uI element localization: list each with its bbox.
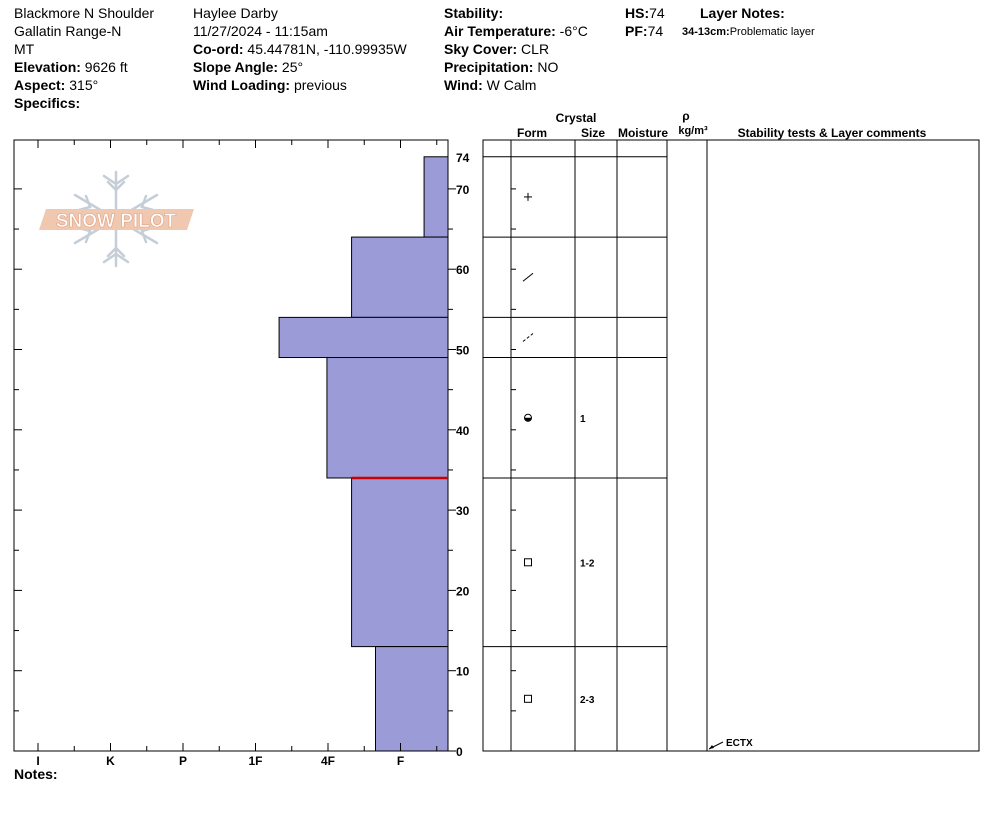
sky-cover-label: Sky Cover: <box>444 41 518 57</box>
stability-field: Stability: <box>444 4 503 22</box>
square-outline <box>524 558 532 567</box>
crystal-size-label: 2-3 <box>580 695 595 706</box>
crystal-form-dashslash-icon <box>522 333 534 342</box>
precip-field: Precipitation: NO <box>444 58 558 76</box>
y-tick-label: 70 <box>456 183 470 197</box>
form-header: Form <box>517 126 547 140</box>
density-unit-header: kg/m³ <box>678 125 708 137</box>
y-tick-label: 30 <box>456 504 470 518</box>
crystal-form-round-icon <box>524 413 532 422</box>
wind-label: Wind: <box>444 77 483 93</box>
y-tick-label: 60 <box>456 263 470 277</box>
crystal-form-square-icon <box>524 694 532 703</box>
snowpilot-logo: SNOW PILOT <box>39 170 194 268</box>
x-tick-label: K <box>106 754 115 768</box>
hardness-bar-3 <box>326 357 449 479</box>
hs-value: 74 <box>649 5 665 21</box>
aspect-label: Aspect: <box>14 77 66 93</box>
slope-field: Slope Angle: 25° <box>193 58 303 76</box>
precip-value: NO <box>533 59 559 75</box>
location-name: Blackmore N Shoulder <box>14 5 155 21</box>
sky-cover-value: CLR <box>517 41 550 57</box>
layer-notes-field: Layer Notes: <box>700 4 785 22</box>
layer-note-depth: 34-13cm: <box>682 26 730 38</box>
hardness-bar-1 <box>351 236 449 318</box>
wind-value: W Calm <box>482 77 537 93</box>
wind-field: Wind: W Calm <box>444 76 536 94</box>
logo-text: SNOW PILOT <box>56 211 177 232</box>
stability-test-label: ECTX <box>726 738 753 749</box>
x-tick-label: 1F <box>248 754 262 768</box>
slope-label: Slope Angle: <box>193 59 279 75</box>
observation-datetime: 11/27/2024 - 11:15am <box>193 23 328 39</box>
range-name: Gallatin Range-N <box>14 23 122 39</box>
crystal-form-square-icon <box>524 558 532 567</box>
logo-banner <box>39 209 194 230</box>
coord-label: Co-ord: <box>193 41 244 57</box>
air-temp-label: Air Temperature: <box>444 23 556 39</box>
y-tick-label: 50 <box>456 344 470 358</box>
round-fill <box>524 417 532 422</box>
observer-name: Haylee Darby <box>193 5 278 21</box>
hardness-bar-4 <box>351 477 449 648</box>
hs-field: HS:74 <box>625 4 665 22</box>
moisture-header: Moisture <box>618 126 668 140</box>
pf-value: 74 <box>647 23 664 39</box>
hs-label: HS: <box>625 5 650 21</box>
density-symbol-header: ρ <box>682 109 689 123</box>
y-tick-label: 40 <box>456 424 470 438</box>
elevation-value: 9626 ft <box>80 59 128 75</box>
table-column-dividers <box>510 140 708 751</box>
crystal-form-slash-icon <box>522 272 534 282</box>
dashslash-stroke <box>522 333 534 342</box>
wind-loading-field: Wind Loading: previous <box>193 76 347 94</box>
crystal-form-plus-icon <box>524 192 532 201</box>
y-tick-label: 20 <box>456 584 470 598</box>
x-tick-label: 4F <box>321 754 335 768</box>
hardness-bar-0 <box>423 156 449 238</box>
coord-value: 45.44781N, -110.99935W <box>243 41 407 57</box>
layer-table-frame <box>482 139 980 752</box>
elevation-label: Elevation: <box>14 59 81 75</box>
stability-label: Stability: <box>444 5 504 21</box>
wind-loading-label: Wind Loading: <box>193 77 291 93</box>
pf-label: PF: <box>625 23 648 39</box>
stability-comments-header: Stability tests & Layer comments <box>738 126 927 140</box>
y-tick-label: 10 <box>456 665 470 679</box>
state-name: MT <box>14 41 35 57</box>
coord-field: Co-ord: 45.44781N, -110.99935W <box>193 40 407 58</box>
y-tick-label: 0 <box>456 745 463 759</box>
hardness-bar-5 <box>375 646 449 752</box>
air-temp-field: Air Temperature: -6°C <box>444 22 588 40</box>
crystal-size-label: 1 <box>580 414 586 425</box>
slope-value: 25° <box>278 59 304 75</box>
layer-note-text: Problematic layer <box>729 26 815 38</box>
precip-label: Precipitation: <box>444 59 534 75</box>
air-temp-value: -6°C <box>555 23 588 39</box>
pf-field: PF:74 <box>625 22 663 40</box>
elevation-field: Elevation: 9626 ft <box>14 58 128 76</box>
crystal-header: Crystal <box>556 111 597 125</box>
y-tick-label: 74 <box>456 151 470 165</box>
specifics-label: Specifics: <box>14 95 81 111</box>
specifics-field: Specifics: <box>14 94 80 112</box>
x-tick-label: I <box>36 754 39 768</box>
x-tick-label: P <box>179 754 187 768</box>
notes-label: Notes: <box>14 766 58 782</box>
wind-loading-value: previous <box>290 77 347 93</box>
slash-stroke <box>522 272 534 282</box>
x-tick-label: F <box>397 754 404 768</box>
aspect-value: 315° <box>65 77 99 93</box>
crystal-size-label: 1-2 <box>580 558 595 569</box>
sky-cover-field: Sky Cover: CLR <box>444 40 549 58</box>
size-header: Size <box>581 126 605 140</box>
aspect-field: Aspect: 315° <box>14 76 98 94</box>
hardness-bar-2 <box>278 316 449 359</box>
layer-notes-label: Layer Notes: <box>700 5 785 21</box>
square-outline <box>524 694 532 703</box>
layer-note-entry: 34-13cm:Problematic layer <box>682 23 815 41</box>
notes-field: Notes: <box>14 765 58 783</box>
stability-test-arrowhead <box>709 745 714 749</box>
